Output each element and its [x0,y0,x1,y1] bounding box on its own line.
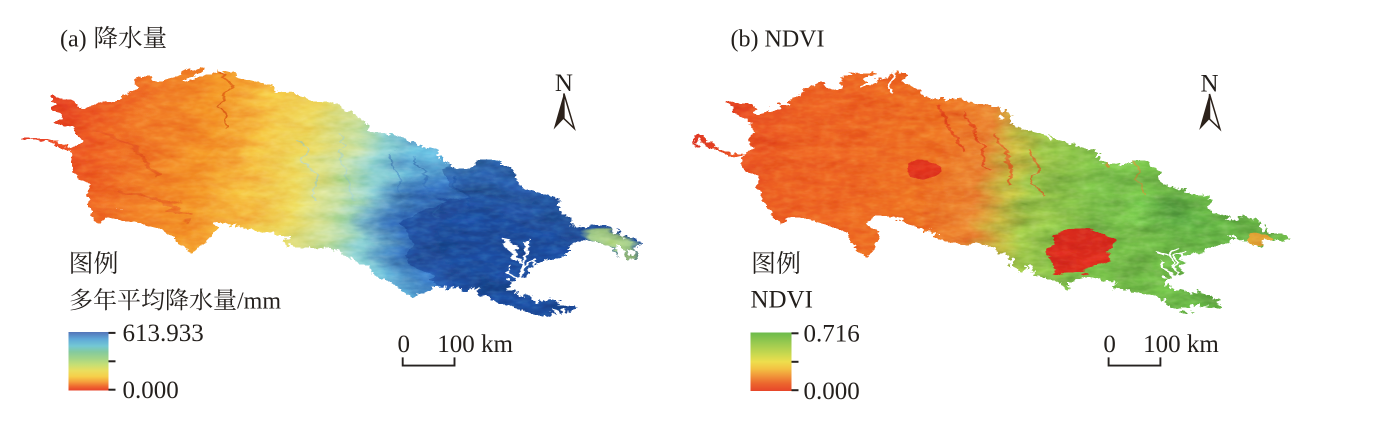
svg-text:(b) NDVI: (b) NDVI [731,27,825,53]
svg-text:0.716: 0.716 [804,321,860,348]
svg-text:613.933: 613.933 [123,320,204,347]
svg-text:0: 0 [1103,331,1116,358]
svg-text:0.000: 0.000 [123,377,179,404]
svg-text:N: N [1200,71,1218,98]
svg-text:100 km: 100 km [1143,331,1219,358]
svg-text:(a): (a) [60,27,87,53]
svg-text:100 km: 100 km [437,331,513,358]
svg-text:0: 0 [397,331,410,358]
svg-text:0.000: 0.000 [804,378,860,405]
svg-text:NDVI: NDVI [751,287,814,314]
svg-text:/mm: /mm [237,289,281,315]
svg-text:N: N [555,70,573,97]
